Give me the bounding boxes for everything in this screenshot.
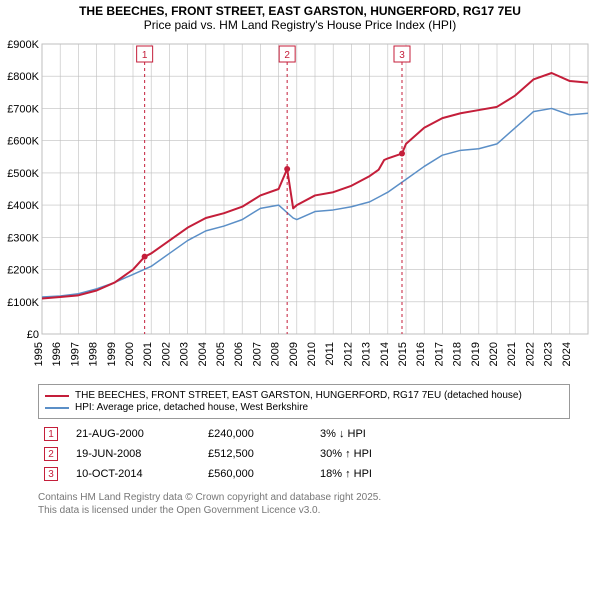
svg-text:2016: 2016	[415, 342, 427, 366]
svg-text:2001: 2001	[142, 342, 154, 366]
svg-text:2022: 2022	[524, 342, 536, 366]
svg-text:1999: 1999	[106, 342, 118, 366]
marker-price: £240,000	[204, 425, 314, 443]
chart-area: £0 £100K £200K £300K £400K £500K £600K £700K £80…	[4, 38, 596, 378]
legend-swatch	[45, 407, 69, 409]
marker-date: 10-OCT-2014	[72, 465, 202, 483]
svg-text:2014: 2014	[379, 342, 391, 366]
marker-row: 3 10-OCT-2014 £560,000 18% ↑ HPI	[40, 465, 568, 483]
svg-text:£0: £0	[27, 329, 39, 341]
svg-text:£300K: £300K	[7, 232, 39, 244]
svg-text:2011: 2011	[324, 342, 336, 366]
svg-text:£700K: £700K	[7, 103, 39, 115]
svg-text:£400K: £400K	[7, 200, 39, 212]
legend: THE BEECHES, FRONT STREET, EAST GARSTON,…	[38, 384, 570, 419]
svg-text:2019: 2019	[470, 342, 482, 366]
svg-text:2007: 2007	[251, 342, 263, 366]
legend-label: HPI: Average price, detached house, West…	[75, 402, 308, 413]
svg-text:2012: 2012	[342, 342, 354, 366]
svg-text:1997: 1997	[69, 342, 81, 366]
chart-title-2: Price paid vs. HM Land Registry's House …	[0, 18, 600, 32]
svg-text:2015: 2015	[397, 342, 409, 366]
svg-text:2005: 2005	[215, 342, 227, 366]
svg-text:2000: 2000	[124, 342, 136, 366]
svg-text:2021: 2021	[506, 342, 518, 366]
svg-text:2008: 2008	[270, 342, 282, 366]
svg-text:1998: 1998	[88, 342, 100, 366]
footer-attribution: Contains HM Land Registry data © Crown c…	[38, 491, 570, 517]
legend-label: THE BEECHES, FRONT STREET, EAST GARSTON,…	[75, 390, 522, 401]
chart-title-1: THE BEECHES, FRONT STREET, EAST GARSTON,…	[0, 0, 600, 18]
svg-text:1: 1	[142, 50, 148, 61]
marker-badge: 1	[44, 427, 58, 441]
footer-line-1: Contains HM Land Registry data © Crown c…	[38, 491, 570, 504]
marker-delta: 18% ↑ HPI	[316, 465, 568, 483]
svg-text:£500K: £500K	[7, 168, 39, 180]
svg-text:2018: 2018	[452, 342, 464, 366]
marker-date: 21-AUG-2000	[72, 425, 202, 443]
marker-badge: 2	[44, 447, 58, 461]
marker-row: 1 21-AUG-2000 £240,000 3% ↓ HPI	[40, 425, 568, 443]
svg-text:2002: 2002	[160, 342, 172, 366]
svg-text:2013: 2013	[361, 342, 373, 366]
line-chart: £0 £100K £200K £300K £400K £500K £600K £700K £80…	[4, 38, 596, 378]
svg-text:2003: 2003	[179, 342, 191, 366]
svg-text:£600K: £600K	[7, 136, 39, 148]
footer-line-2: This data is licensed under the Open Gov…	[38, 504, 570, 517]
svg-text:£800K: £800K	[7, 71, 39, 83]
svg-text:3: 3	[399, 50, 405, 61]
svg-text:£100K: £100K	[7, 297, 39, 309]
marker-date: 19-JUN-2008	[72, 445, 202, 463]
svg-text:1996: 1996	[51, 342, 63, 366]
svg-text:£200K: £200K	[7, 265, 39, 277]
marker-price: £512,500	[204, 445, 314, 463]
marker-row: 2 19-JUN-2008 £512,500 30% ↑ HPI	[40, 445, 568, 463]
legend-item: THE BEECHES, FRONT STREET, EAST GARSTON,…	[45, 390, 563, 401]
legend-swatch	[45, 395, 69, 397]
svg-text:2004: 2004	[197, 342, 209, 366]
svg-text:2024: 2024	[561, 342, 573, 366]
marker-delta: 30% ↑ HPI	[316, 445, 568, 463]
svg-text:2006: 2006	[233, 342, 245, 366]
svg-text:2017: 2017	[433, 342, 445, 366]
marker-badge: 3	[44, 467, 58, 481]
svg-text:2009: 2009	[288, 342, 300, 366]
marker-price: £560,000	[204, 465, 314, 483]
svg-text:£900K: £900K	[7, 39, 39, 51]
svg-text:2010: 2010	[306, 342, 318, 366]
svg-text:2020: 2020	[488, 342, 500, 366]
marker-table: 1 21-AUG-2000 £240,000 3% ↓ HPI 2 19-JUN…	[38, 423, 570, 485]
legend-item: HPI: Average price, detached house, West…	[45, 402, 563, 413]
svg-text:2023: 2023	[543, 342, 555, 366]
marker-delta: 3% ↓ HPI	[316, 425, 568, 443]
svg-text:1995: 1995	[33, 342, 45, 366]
svg-text:2: 2	[284, 50, 290, 61]
